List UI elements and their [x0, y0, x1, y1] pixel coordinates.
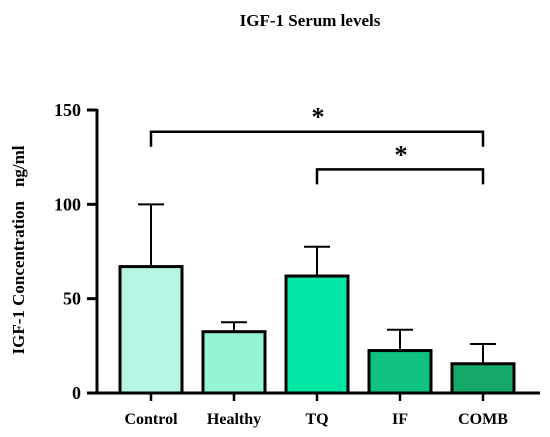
y-axis-title: IGF-1 Concentration [9, 201, 28, 355]
bar-comb [450, 362, 516, 395]
y-tick-label: 150 [54, 100, 81, 120]
x-tick-label: IF [392, 411, 408, 428]
x-tick-label: TQ [305, 411, 328, 428]
plot-area: 0 50 100 150 Control Healthy TQ IF COMB * * [54, 100, 540, 428]
significance-star: * [312, 103, 325, 132]
svg-text:IGF-1 Concentrationng/ml: IGF-1 Concentration ng/ml [9, 145, 28, 354]
y-tick-label: 100 [54, 194, 81, 214]
bar-control [118, 265, 184, 395]
y-tick-label: 0 [72, 383, 81, 403]
y-tick-label: 50 [63, 289, 81, 309]
significance-star: * [395, 140, 408, 169]
x-tick-label: Healthy [207, 411, 261, 428]
y-axis-unit: ng/ml [9, 145, 28, 187]
x-tick-label: Control [124, 411, 178, 428]
significance-bracket [149, 130, 485, 147]
significance-bracket [315, 168, 485, 185]
bar-tq [284, 274, 350, 395]
bar-if [367, 349, 433, 395]
bar-healthy [201, 330, 267, 395]
y-axis-label: IGF-1 Concentration ng/ml [9, 145, 28, 354]
chart-title: IGF-1 Serum levels [240, 11, 381, 30]
x-tick-label: COMB [458, 411, 508, 428]
